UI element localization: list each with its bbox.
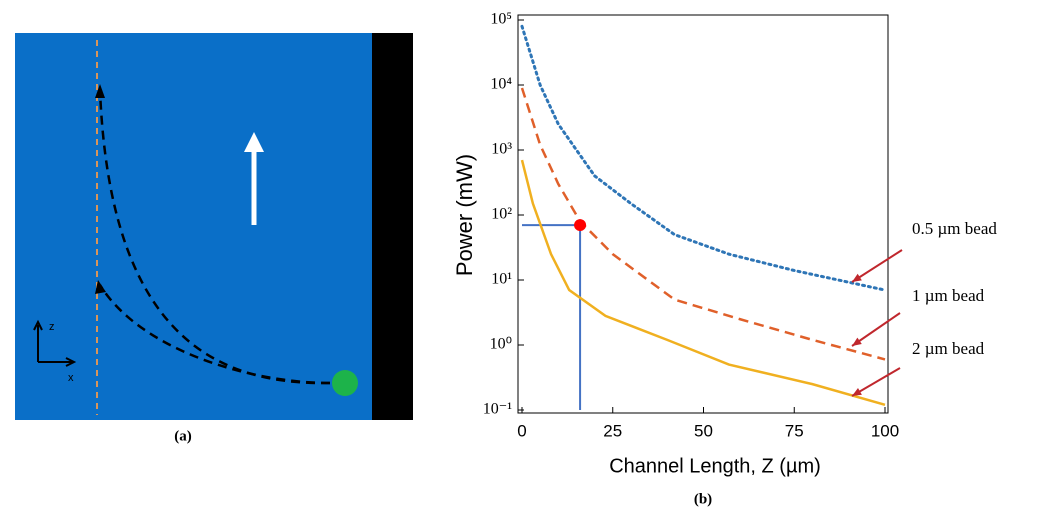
y-tick-label: 10⁻¹ xyxy=(483,401,512,418)
y-tick-label: 10³ xyxy=(491,141,512,158)
bead xyxy=(332,370,358,396)
y-tick-label: 10⁵ xyxy=(490,11,512,28)
y-tick-label: 10² xyxy=(491,206,512,223)
x-tick-label: 50 xyxy=(694,421,713,440)
axis-z-label: z xyxy=(49,321,55,333)
series-label: 1 µm bead xyxy=(912,286,985,305)
series-line xyxy=(520,24,887,292)
label-arrow xyxy=(851,249,903,283)
label-arrow-head xyxy=(852,387,862,396)
wall xyxy=(372,33,413,420)
panel-a: z x (a) xyxy=(15,33,413,444)
panel-label: (b) xyxy=(694,491,712,507)
x-tick-label: 75 xyxy=(785,421,804,440)
y-tick-label: 10¹ xyxy=(491,271,512,288)
label-arrow xyxy=(851,312,901,347)
x-tick-label: 25 xyxy=(603,421,622,440)
trajectory xyxy=(98,284,331,385)
highlight-point xyxy=(574,219,587,232)
coordinate-axes xyxy=(33,319,77,367)
series-label: 2 µm bead xyxy=(912,339,985,358)
trajectory xyxy=(98,89,331,385)
y-axis-label: Power (mW) xyxy=(452,154,477,276)
x-axis-label: Channel Length, Z (µm) xyxy=(609,455,821,477)
y-tick-label: 10⁴ xyxy=(490,76,512,93)
x-tick-label: 100 xyxy=(871,421,899,440)
label-arrow-head xyxy=(852,337,862,346)
flow-arrow-head xyxy=(244,132,264,152)
arrow-head xyxy=(95,84,105,98)
label-arrow-head xyxy=(852,273,862,282)
arrow-head xyxy=(95,280,106,294)
y-tick-label: 10⁰ xyxy=(490,336,512,353)
series-line xyxy=(520,159,886,407)
x-tick-label: 0 xyxy=(517,421,526,440)
label-arrow xyxy=(851,367,901,397)
series-label: 0.5 µm bead xyxy=(912,219,997,238)
series-line xyxy=(520,87,886,361)
axis-x-label: x xyxy=(68,372,74,384)
panel-label: (a) xyxy=(174,428,192,444)
